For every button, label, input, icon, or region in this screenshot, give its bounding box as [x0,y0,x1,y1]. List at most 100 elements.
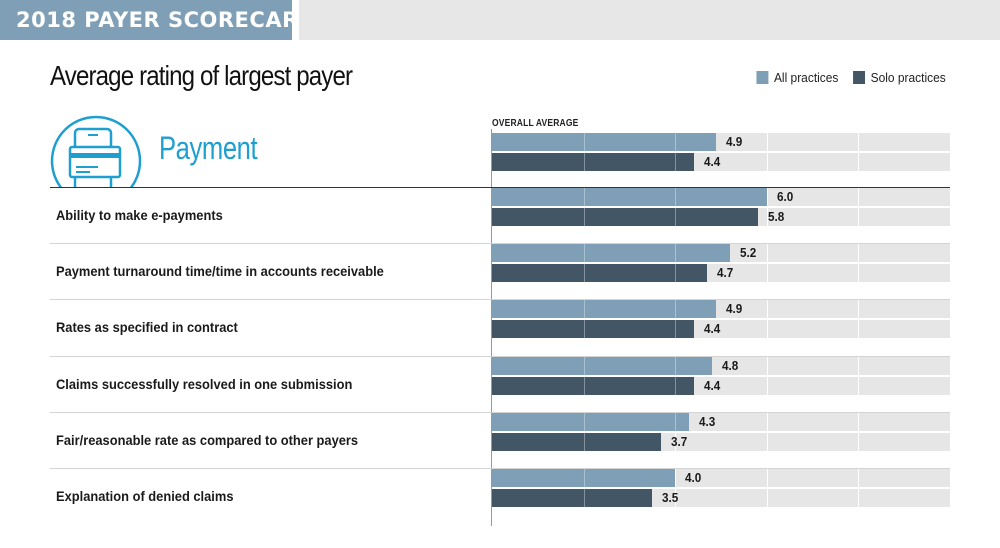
row-divider [50,468,950,469]
gridline [584,377,585,395]
gridline [858,188,859,206]
banner-bar [299,0,1000,40]
row-label: Payment turnaround time/time in accounts… [56,263,384,279]
legend: All practices Solo practices [756,70,946,85]
bar-all [492,300,717,318]
gridline [584,413,585,431]
gridline [858,208,859,226]
legend-label-solo: Solo practices [870,70,946,85]
gridline [858,489,859,507]
gridline [858,413,859,431]
bar-track: 6.0 [492,188,950,206]
gridline [675,489,676,507]
value-label: 4.0 [685,470,702,485]
scorecard-banner: 2018 PAYER SCORECARD [0,0,316,40]
gridline [675,433,676,451]
gridline [767,264,768,282]
gridline [767,244,768,262]
gridline [858,320,859,338]
bar-solo [492,208,758,226]
bar-track: 4.9 [492,300,950,318]
gridline [584,133,585,151]
gridline [675,413,676,431]
row-label: Ability to make e-payments [56,207,223,223]
gridline [675,133,676,151]
gridline [858,433,859,451]
value-label: 4.4 [703,154,720,169]
gridline [675,244,676,262]
bar-all [492,469,676,487]
legend-item-solo: Solo practices [853,70,946,85]
gridline [675,188,676,206]
value-label: 4.9 [726,301,743,316]
gridline [675,264,676,282]
bar-track: 4.4 [492,153,950,171]
bar-track: 4.9 [492,133,950,151]
row-label: Claims successfully resolved in one subm… [56,376,353,392]
gridline [767,433,768,451]
legend-swatch-all [756,71,769,84]
gridline [858,133,859,151]
bar-all [492,188,767,206]
gridline [584,489,585,507]
header-divider [50,187,950,188]
gridline [767,208,768,226]
gridline [767,377,768,395]
gridline [767,320,768,338]
gridline [858,357,859,375]
bar-track: 3.7 [492,433,950,451]
chart-title: Average rating of largest payer [50,60,353,91]
value-label: 4.3 [698,414,716,429]
gridline [584,188,585,206]
gridline [767,133,768,151]
bar-track: 4.4 [492,377,950,395]
bar-track: 4.8 [492,357,950,375]
bar-solo [492,489,653,507]
gridline [858,377,859,395]
bar-all [492,244,731,262]
gridline [767,413,768,431]
gridline [858,300,859,318]
bar-solo [492,377,694,395]
bar-track: 4.0 [492,469,950,487]
gridline [858,153,859,171]
legend-swatch-solo [853,71,866,84]
gridline [858,264,859,282]
bar-solo [492,433,662,451]
gridline [584,153,585,171]
value-label: 4.4 [703,321,720,336]
gridline [584,469,585,487]
row-divider [50,243,950,244]
bar-all [492,357,712,375]
value-label: 4.7 [717,265,734,280]
gridline [767,489,768,507]
gridline [675,320,676,338]
gridline [675,377,676,395]
row-label: Fair/reasonable rate as compared to othe… [56,432,359,448]
bar-track: 4.3 [492,413,950,431]
bar-track: 5.2 [492,244,950,262]
bar-all [492,133,717,151]
gridline [858,469,859,487]
value-label: 5.8 [767,209,784,224]
value-label: 4.9 [726,134,743,149]
gridline [584,208,585,226]
section-title: Payment [159,130,258,166]
gridline [584,357,585,375]
gridline [767,357,768,375]
bar-solo [492,153,694,171]
value-label: 6.0 [776,189,794,204]
bar-track: 4.4 [492,320,950,338]
gridline [858,244,859,262]
gridline [584,264,585,282]
bar-solo [492,264,708,282]
row-label: Explanation of denied claims [56,488,234,504]
value-label: 4.4 [703,378,720,393]
legend-item-all: All practices [756,70,839,85]
value-label: 4.8 [721,358,739,373]
row-divider [50,299,950,300]
bar-track: 3.5 [492,489,950,507]
chart-axis [491,129,492,526]
credit-card-phone-icon [50,115,142,187]
bar-solo [492,320,694,338]
